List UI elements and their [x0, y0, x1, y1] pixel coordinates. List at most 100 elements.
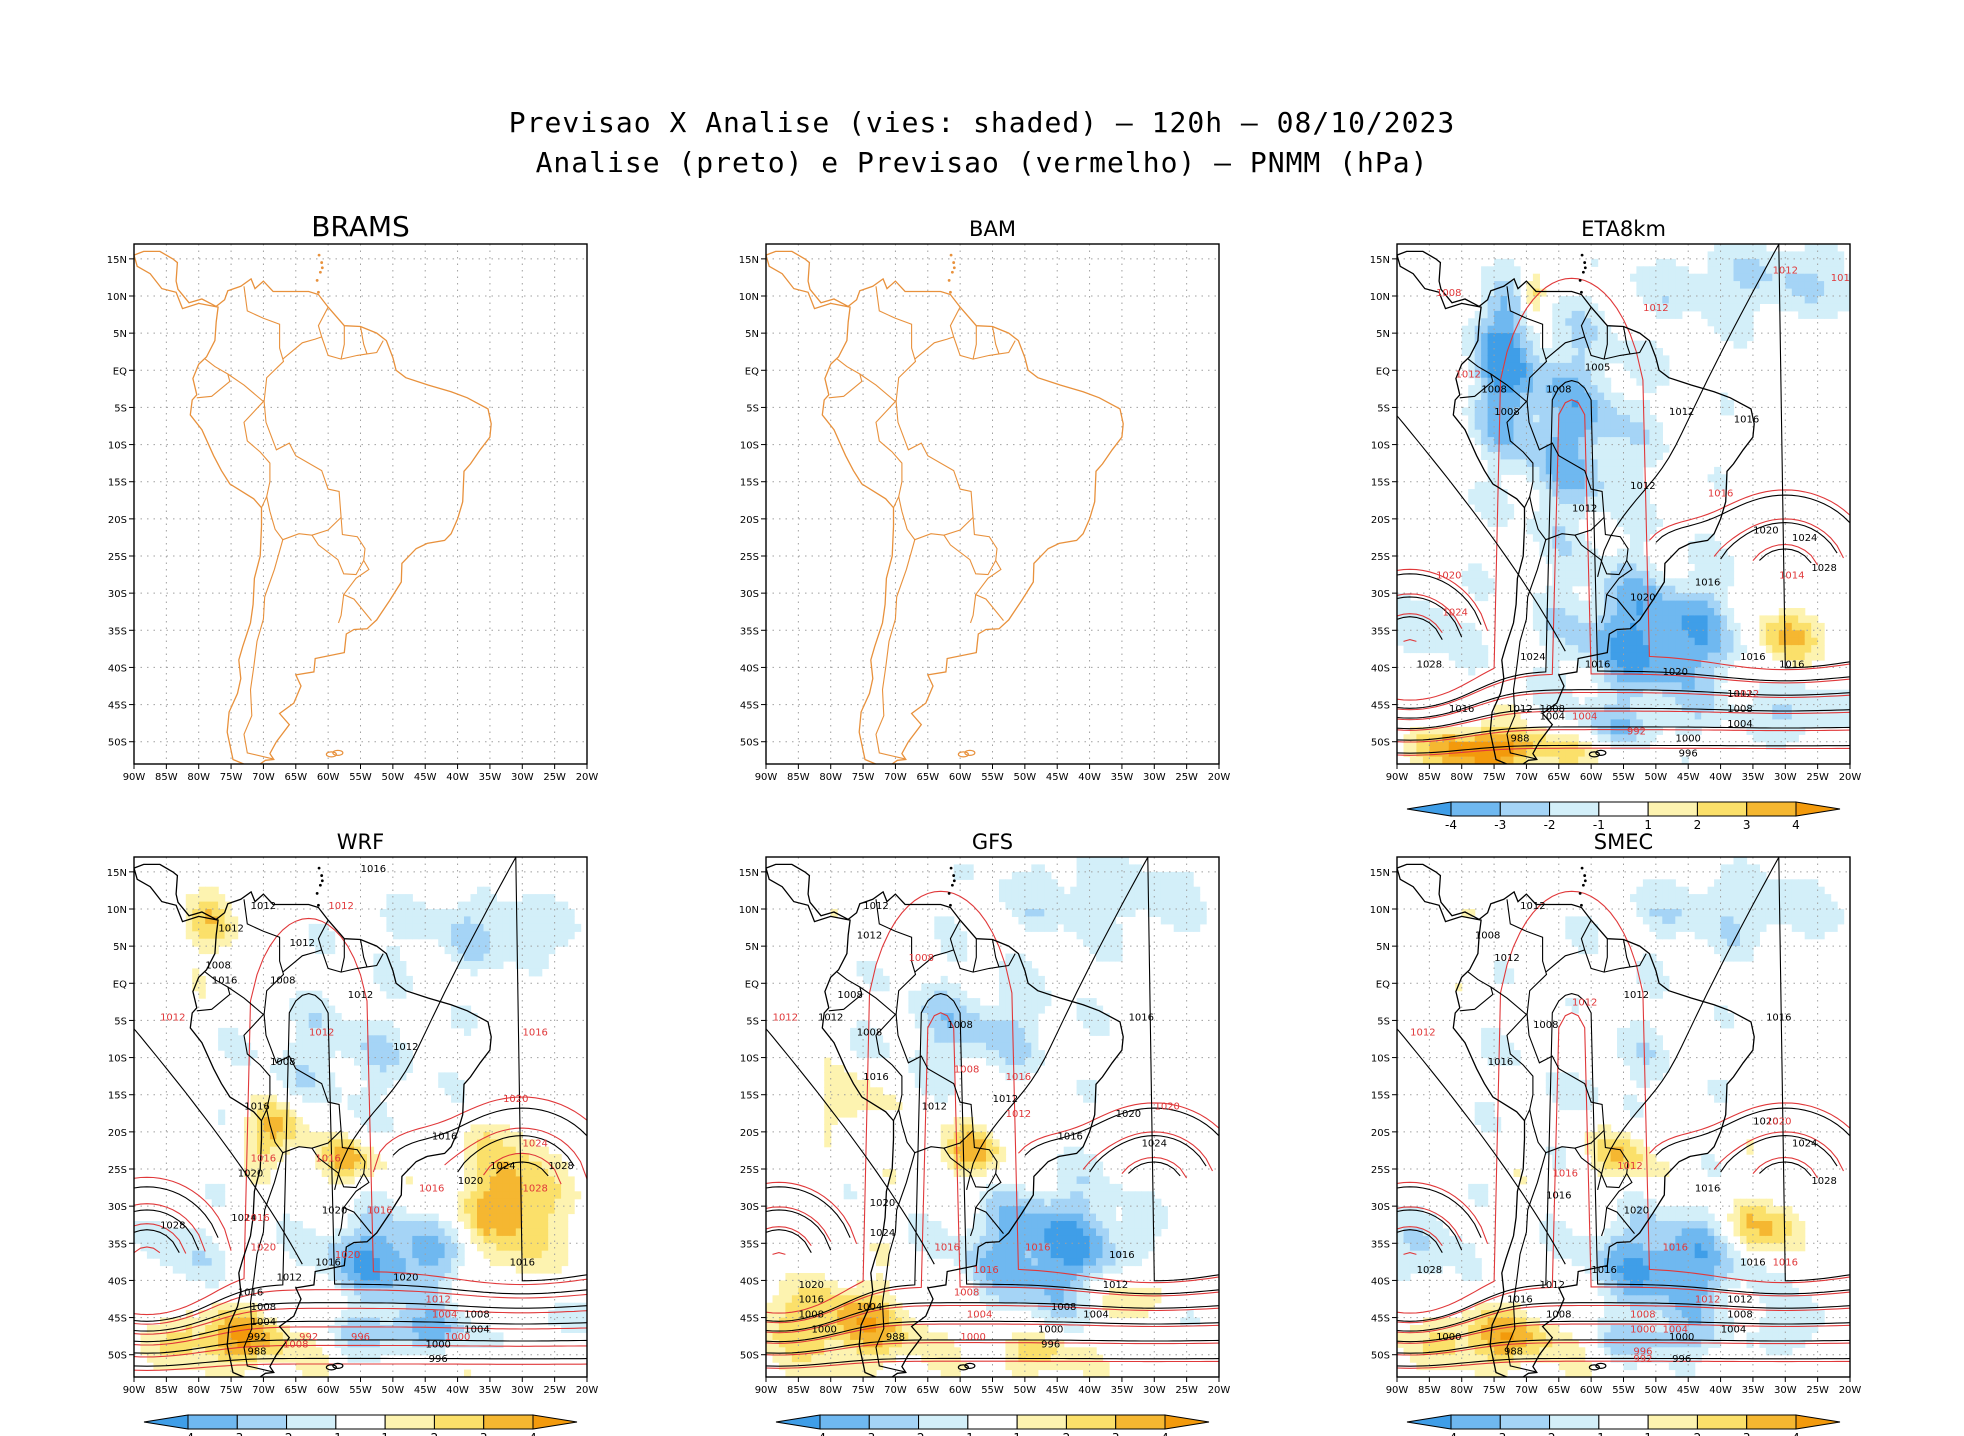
bias-cell: [1539, 682, 1547, 691]
bias-cell: [1727, 407, 1735, 416]
bias-cell: [315, 1139, 323, 1148]
bias-cell: [1642, 726, 1650, 735]
bias-cell: [1630, 585, 1638, 594]
bias-cell: [1649, 734, 1657, 743]
bias-cell: [1558, 526, 1566, 535]
bias-cell: [1500, 325, 1508, 334]
bias-cell: [1636, 674, 1644, 683]
bias-cell: [1513, 385, 1521, 394]
bias-cell: [1597, 310, 1605, 319]
bias-cell: [1675, 674, 1683, 683]
bias-cell: [224, 1354, 232, 1363]
bias-cell: [1701, 615, 1709, 624]
bias-cell: [824, 1325, 832, 1333]
bias-cell: [548, 1206, 556, 1215]
bias-cell: [354, 1325, 362, 1333]
bias-cell: [289, 1332, 297, 1341]
bias-cell: [205, 1362, 213, 1371]
bias-cell: [1526, 437, 1534, 446]
bias-cell: [192, 1258, 200, 1267]
bias-cell: [295, 1005, 303, 1014]
bias-cell: [367, 1035, 375, 1044]
bias-cell: [1552, 348, 1560, 356]
bias-cell: [1591, 318, 1599, 327]
bias-cell: [1610, 726, 1618, 735]
bias-cell: [1584, 348, 1592, 356]
bias-cell: [1545, 674, 1553, 683]
bias-cell: [308, 1339, 316, 1348]
bias-cell: [1552, 377, 1560, 386]
bias-cell: [341, 1310, 349, 1319]
bias-cell: [295, 1250, 303, 1259]
x-tick-label: 55W: [981, 772, 1004, 783]
bias-cell: [1772, 734, 1780, 743]
bias-cell: [470, 1146, 478, 1155]
bias-cell: [1830, 281, 1838, 290]
bias-cell: [1649, 355, 1657, 364]
bias-cell: [496, 1139, 504, 1148]
bias-cell: [1720, 296, 1728, 304]
bias-cell: [289, 1050, 297, 1059]
bias-cell: [1571, 578, 1579, 587]
bias-cell: [354, 1228, 362, 1237]
bias-cell: [1507, 377, 1515, 386]
bias-cell: [1636, 481, 1644, 490]
bias-cell: [1409, 756, 1417, 764]
bias-cell: [231, 1035, 239, 1044]
border-line: [1622, 326, 1631, 355]
bias-cell: [1623, 481, 1631, 490]
contour-label: 1016: [238, 1287, 263, 1298]
bias-cell: [308, 998, 316, 1007]
bias-cell: [438, 1287, 446, 1296]
bias-cell: [1714, 712, 1722, 720]
bias-cell: [561, 1161, 569, 1170]
bias-cell: [1584, 429, 1592, 438]
bias-cell: [1571, 645, 1579, 654]
bias-cell: [1610, 474, 1618, 483]
bias-cell: [1610, 511, 1618, 520]
bias-cell: [1604, 422, 1612, 431]
bias-cell: [315, 1035, 323, 1044]
bias-cell: [334, 1228, 342, 1237]
bias-cell: [341, 1161, 349, 1170]
bias-cell: [1694, 637, 1702, 646]
bias-cell: [1571, 526, 1579, 535]
bias-cell: [341, 1146, 349, 1155]
bias-cell: [334, 1161, 342, 1170]
bias-cell: [354, 1287, 362, 1296]
bias-cell: [863, 1035, 871, 1044]
bias-cell: [798, 1339, 806, 1348]
bias-cell: [1513, 318, 1521, 327]
bias-cell: [1584, 600, 1592, 609]
bias-cell: [1552, 667, 1560, 676]
bias-cell: [561, 1228, 569, 1237]
bias-cell: [1526, 674, 1534, 683]
bias-cell: [1694, 533, 1702, 542]
bias-cell: [824, 1332, 832, 1341]
bias-cell: [1591, 310, 1599, 319]
bias-cell: [554, 1265, 562, 1274]
bias-cell: [1591, 414, 1599, 423]
bias-cell: [541, 909, 549, 917]
bias-cell: [405, 1332, 413, 1341]
bias-cell: [1597, 578, 1605, 587]
bias-cell: [1688, 281, 1696, 290]
border-line: [340, 325, 345, 360]
bias-cell: [224, 916, 232, 925]
bias-cell: [321, 1243, 329, 1252]
bias-cell: [1623, 489, 1631, 498]
bias-cell: [373, 1310, 381, 1319]
bias-cell: [1714, 682, 1722, 691]
bias-cell: [1778, 296, 1786, 304]
bias-cell: [876, 983, 884, 992]
bias-cell: [869, 1317, 877, 1326]
bias-cell: [1442, 749, 1450, 758]
bias-cell: [1584, 660, 1592, 668]
bias-cell: [895, 1347, 903, 1356]
bias-cell: [1617, 712, 1625, 720]
bias-cell: [315, 990, 323, 999]
bias-cell: [1552, 749, 1560, 758]
bias-cell: [1752, 244, 1760, 252]
bias-cell: [798, 1280, 806, 1289]
y-tick-label: 5S: [114, 403, 127, 414]
